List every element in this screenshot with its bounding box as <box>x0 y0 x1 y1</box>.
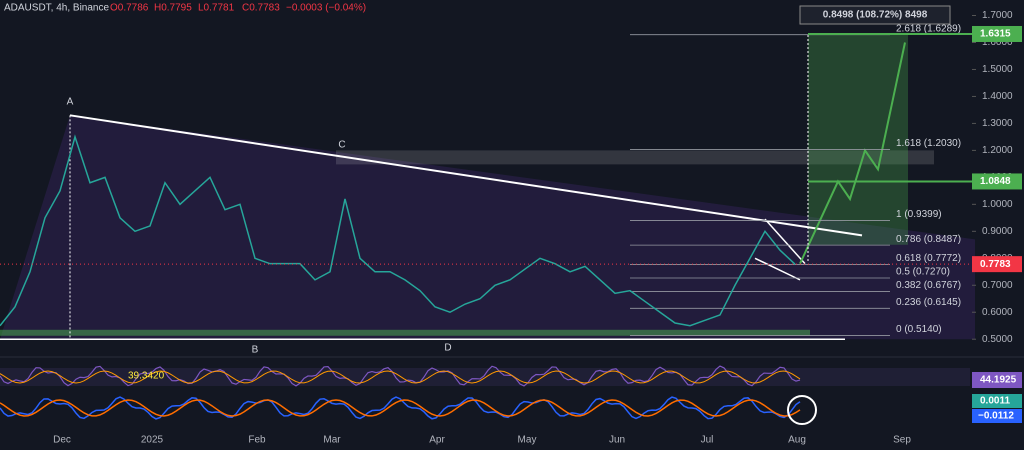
highlight-circle <box>787 395 817 425</box>
price-tag-label: 0.7783 <box>980 259 1011 270</box>
fib-label: 0.382 (0.6767) <box>896 280 961 291</box>
fib-label: 0.236 (0.6145) <box>896 297 961 308</box>
ohlc-value: O0.7786 <box>110 3 149 14</box>
y-tick-label: 0.5000 <box>982 334 1013 345</box>
x-axis: Dec 2025 Feb Mar Apr May Jun Jul Aug Sep <box>53 435 911 446</box>
ohlc-value: H0.7795 <box>154 3 192 14</box>
x-tick-label: Jun <box>609 435 625 446</box>
wedge-top <box>764 218 806 265</box>
rsi-other-label: 39.3420 <box>128 371 165 382</box>
ohlc-value: L0.7781 <box>198 3 235 14</box>
projection-box <box>799 5 951 25</box>
price-tag-label: 1.6315 <box>980 29 1011 40</box>
x-tick-label: May <box>518 435 537 446</box>
fib-label: 0.786 (0.8487) <box>896 234 961 245</box>
fib-label: 2.618 (1.6289) <box>896 23 961 34</box>
x-tick-label: Sep <box>893 435 911 446</box>
price-tag <box>972 25 1022 42</box>
wedge-bottom <box>754 257 801 281</box>
price-line <box>0 134 796 327</box>
x-tick-label: Aug <box>788 435 806 446</box>
y-tick-label: 1.4000 <box>982 91 1013 102</box>
rsi-ma <box>0 370 801 384</box>
x-tick-label: Mar <box>323 435 341 446</box>
fib-label: 1 (0.9399) <box>896 209 942 220</box>
ohlc-value: −0.0003 (−0.04%) <box>286 3 366 14</box>
trendline <box>69 114 863 237</box>
chart-title: ADAUSDT, 4h, Binance <box>4 3 109 14</box>
macd-line <box>0 396 801 420</box>
y-tick-label: 0.6000 <box>982 307 1013 318</box>
point-label: B <box>252 345 259 356</box>
point-label: D <box>444 343 451 354</box>
point-label: A <box>67 96 74 107</box>
pattern-area <box>0 115 975 340</box>
projection-path <box>799 42 906 265</box>
resistance-band <box>336 150 934 165</box>
x-tick-label: 2025 <box>141 435 164 446</box>
y-tick-label: 1.7000 <box>982 10 1013 21</box>
macd-tag-label: 0.0011 <box>980 396 1010 407</box>
price-tag <box>972 173 1022 190</box>
y-tick-label: 1.6000 <box>982 37 1013 48</box>
y-tick-label: 1.5000 <box>982 64 1013 75</box>
fib-label: 0 (0.5140) <box>896 324 942 335</box>
macd-signal <box>0 399 801 417</box>
x-tick-label: Feb <box>248 435 266 446</box>
y-tick-label: 1.2000 <box>982 145 1013 156</box>
x-tick-label: Dec <box>53 435 71 446</box>
projection-label: 0.8498 (108.72%) 8498 <box>823 10 928 21</box>
support-band <box>0 329 810 336</box>
y-tick-label: 0.9000 <box>982 226 1013 237</box>
fib-label: 0.5 (0.7270) <box>896 267 950 278</box>
rsi-tag-label: 44.1925 <box>980 375 1017 386</box>
point-label: C <box>338 140 345 151</box>
macd-tag <box>972 409 1022 423</box>
x-tick-label: Jul <box>701 435 714 446</box>
y-tick-label: 1.3000 <box>982 118 1013 129</box>
macd-tag <box>972 394 1022 408</box>
macd-tag-label: −0.0112 <box>978 411 1014 422</box>
x-tick-label: Apr <box>429 435 445 446</box>
price-tag <box>972 256 1022 273</box>
price-tag-label: 1.0848 <box>980 176 1011 187</box>
ohlc-value: C0.7783 <box>242 3 280 14</box>
fib-label: 0.618 (0.7772) <box>896 253 961 264</box>
rsi-tag <box>972 372 1022 388</box>
y-tick-label: 0.7000 <box>982 280 1013 291</box>
fib-label: 1.618 (1.2030) <box>896 138 961 149</box>
y-tick-label: 1.0000 <box>982 199 1013 210</box>
